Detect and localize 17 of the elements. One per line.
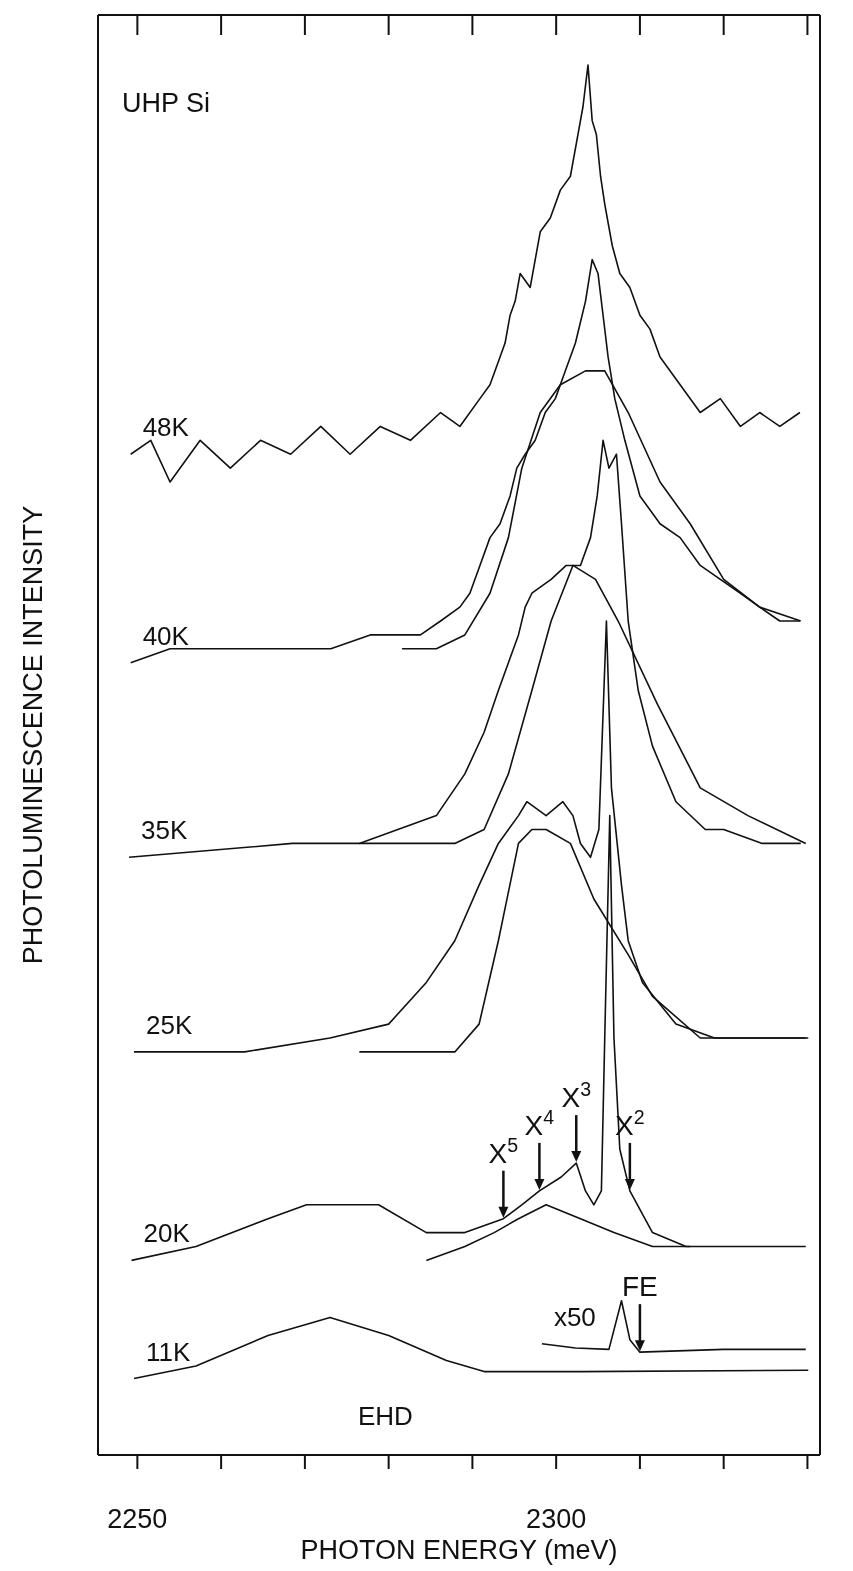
- legend-label: x50: [553, 1301, 596, 1332]
- series-label: 20K: [143, 1218, 191, 1249]
- x-axis-title: PHOTON ENERGY (meV): [300, 1535, 618, 1565]
- annotation: EHD: [358, 1401, 413, 1431]
- annotation: FE: [622, 1271, 658, 1303]
- x-tick-label: 2300: [526, 1504, 587, 1534]
- series-label: 11K: [146, 1336, 192, 1367]
- text: UHP Si: [122, 88, 211, 118]
- x-tick-label: 2250: [107, 1504, 168, 1534]
- series-label: 35K: [140, 815, 188, 846]
- annotation: X$^{3}$: [561, 1078, 592, 1114]
- y-axis-title: PHOTOLUMINESCENCE INTENSITY: [18, 505, 48, 965]
- annotation: X$^{4}$: [524, 1105, 555, 1141]
- series-label: 48K: [142, 412, 190, 443]
- series-label: 40K: [142, 620, 190, 651]
- annotation: X$^{5}$: [488, 1133, 519, 1169]
- series-label: 25K: [146, 1009, 193, 1040]
